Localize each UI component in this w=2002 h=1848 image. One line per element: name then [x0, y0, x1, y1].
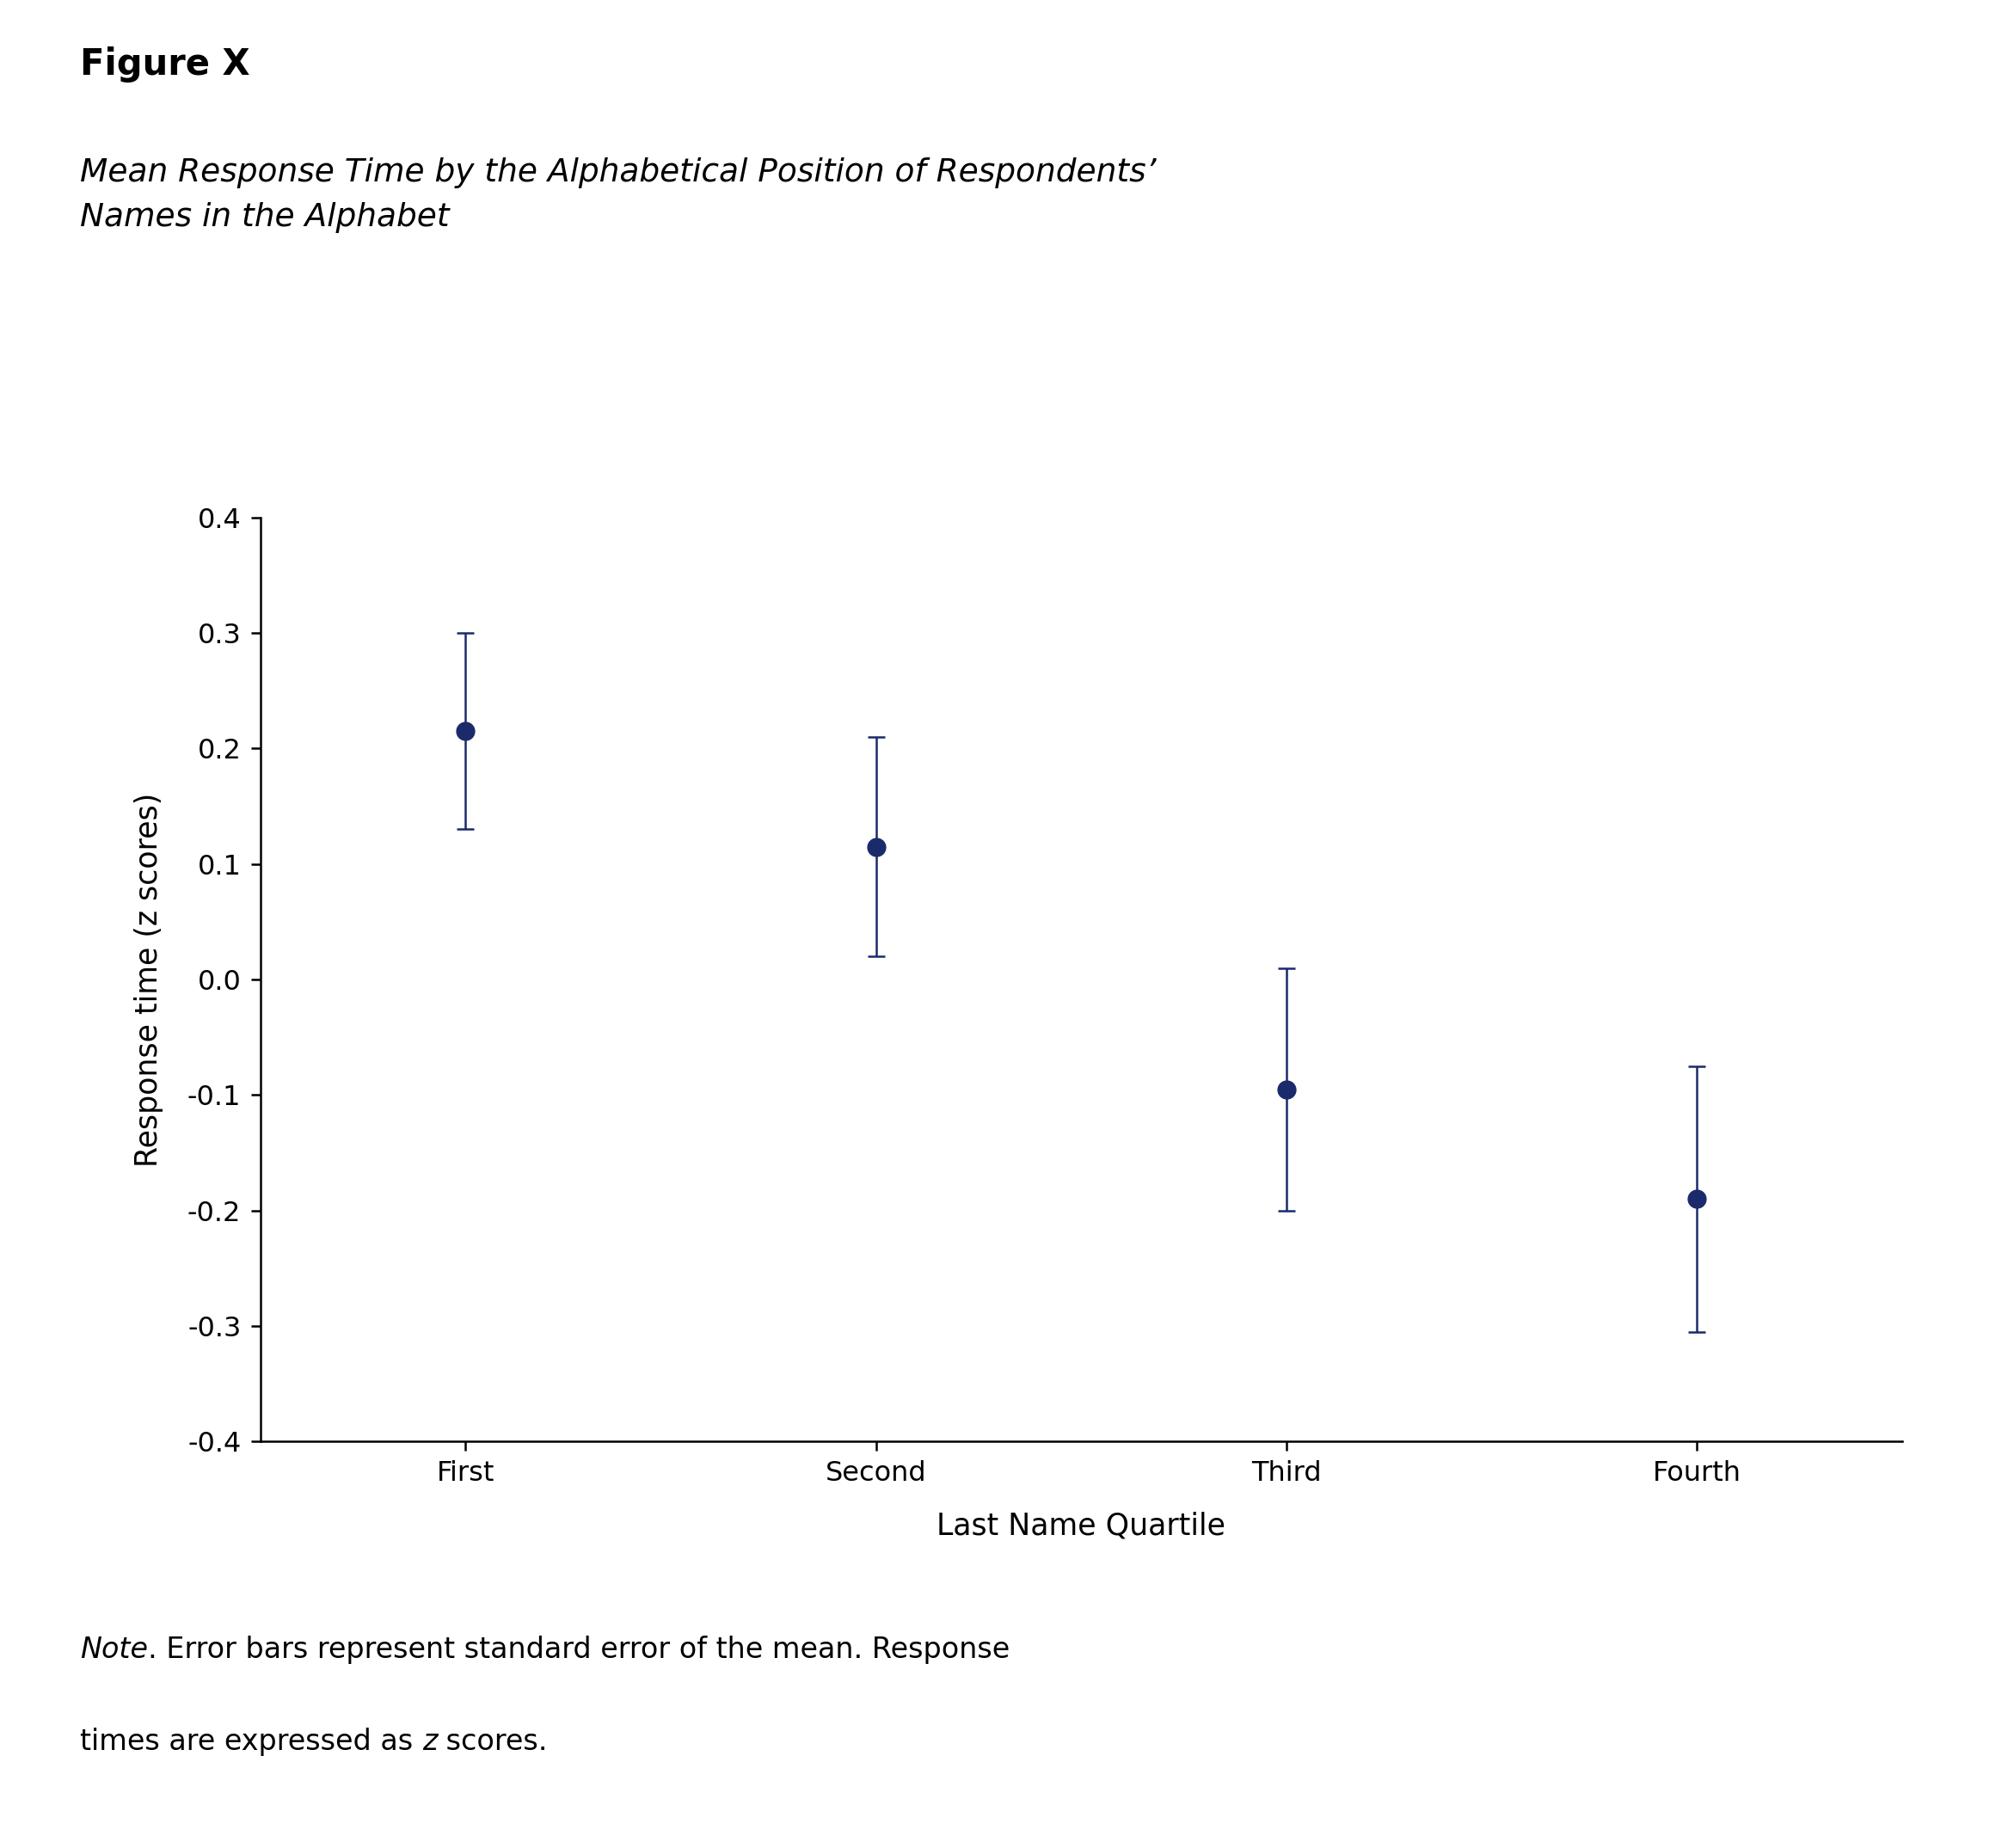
Text: . Error bars represent standard error of the mean. Response: . Error bars represent standard error of… — [148, 1635, 1009, 1663]
Text: z: z — [422, 1728, 436, 1756]
Text: Mean Response Time by the Alphabetical Position of Respondents’
Names in the Alp: Mean Response Time by the Alphabetical P… — [80, 157, 1157, 233]
Y-axis label: Response time (z scores): Response time (z scores) — [134, 793, 164, 1166]
X-axis label: Last Name Quartile: Last Name Quartile — [937, 1512, 1225, 1541]
Text: scores.: scores. — [436, 1728, 549, 1756]
Text: times are expressed as: times are expressed as — [80, 1728, 422, 1756]
Text: Figure X: Figure X — [80, 46, 250, 83]
Text: Note: Note — [80, 1635, 148, 1663]
